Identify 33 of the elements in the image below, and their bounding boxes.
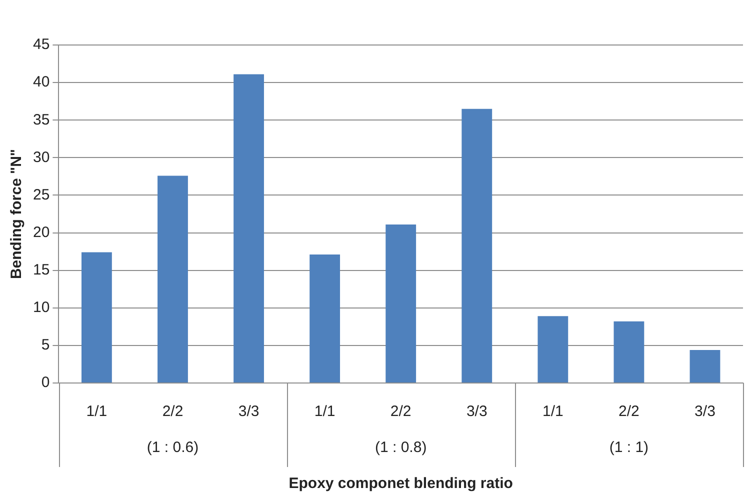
x-tick-label: 1/1 (542, 403, 564, 420)
bar (386, 224, 416, 382)
y-tick-label: 40 (32, 74, 50, 91)
x-tick-label: 1/1 (86, 403, 108, 420)
y-tick-label: 5 (41, 336, 50, 354)
x-tick-label: 1/1 (314, 403, 336, 420)
bar (690, 350, 720, 382)
x-tick-label: 2/2 (162, 403, 184, 420)
x-tick-label: 3/3 (694, 403, 716, 420)
bar (310, 254, 340, 382)
y-tick-label: 15 (32, 261, 50, 278)
text: (1 : 0.8) (375, 439, 427, 456)
y-tick-label: 35 (32, 111, 50, 128)
y-tick-label: 20 (32, 224, 50, 241)
x-tick-label: 2/2 (390, 403, 412, 420)
x-axis-title: Epoxy componet blending ratio (288, 475, 513, 492)
bar (462, 108, 492, 382)
y-tick-label: 30 (32, 148, 50, 166)
x-tick-label: 2/2 (618, 403, 640, 420)
x-tick-label: 3/3 (466, 403, 488, 420)
y-tick-label: 25 (32, 186, 50, 204)
text: (1 : 1) (609, 439, 649, 456)
bar (158, 176, 188, 382)
bar (234, 74, 264, 382)
y-tick-label: 0 (41, 374, 50, 392)
x-tick-label: 3/3 (238, 403, 260, 420)
bar (81, 252, 112, 382)
y-tick-label: 10 (32, 299, 50, 316)
y-tick-label: 45 (32, 36, 50, 54)
text: (1 : 0.6) (146, 439, 199, 456)
bar (614, 321, 644, 382)
y-axis-title: Bending force "N" (8, 148, 26, 280)
bar (538, 316, 568, 382)
